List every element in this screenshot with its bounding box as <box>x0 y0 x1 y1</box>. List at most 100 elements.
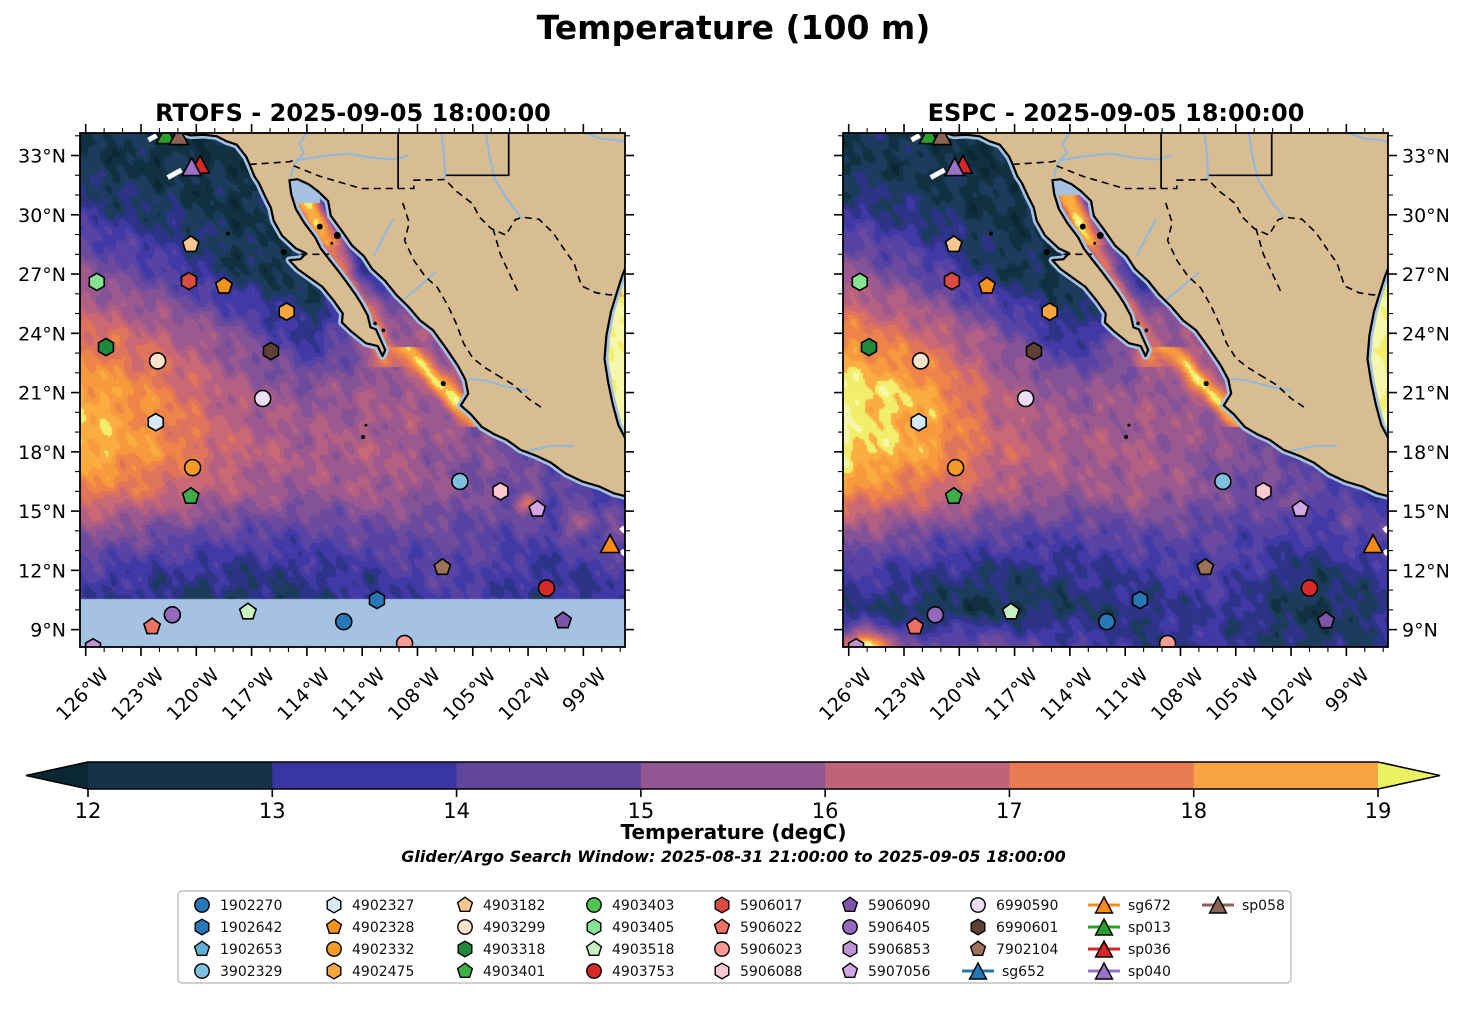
lat-tick-label: 33°N <box>1402 146 1450 168</box>
legend-item-1902642: 1902642 <box>194 918 282 936</box>
legend-label: 1902270 <box>220 898 282 914</box>
island <box>225 231 230 236</box>
lat-tick-label: 30°N <box>1402 205 1450 227</box>
search-window-caption: Glider/Argo Search Window: 2025-08-31 21… <box>401 847 1066 866</box>
legend-label: 1902642 <box>220 920 282 936</box>
legend-label: 4903318 <box>483 942 545 958</box>
legend-item-4903299: 4903299 <box>457 919 545 936</box>
marker-4902327 <box>910 412 928 432</box>
island <box>1144 328 1149 333</box>
legend-label: 5906405 <box>868 920 930 936</box>
coastline <box>943 133 1388 498</box>
legend-item-4903405: 4903405 <box>586 918 674 936</box>
river <box>1165 271 1200 301</box>
marker-4903518 <box>238 602 258 620</box>
marker-1902642 <box>1131 590 1149 610</box>
glider-track <box>166 167 183 180</box>
marker-sp040 <box>943 156 966 177</box>
lat-tick-label: 18°N <box>1402 442 1450 464</box>
legend-item-5906090: 5906090 <box>841 896 930 914</box>
river <box>373 218 395 256</box>
legend-item-4902475: 4902475 <box>326 962 414 980</box>
island <box>381 328 386 333</box>
legend-label: 6990601 <box>996 920 1058 936</box>
coastline <box>180 133 625 498</box>
colorbar-tick-label: 15 <box>627 799 654 823</box>
colorbar-tick-label: 19 <box>1365 799 1392 823</box>
island <box>373 321 377 326</box>
legend-label: sg652 <box>1002 964 1045 980</box>
colorbar-over-arrow <box>1378 762 1440 789</box>
legend-item-5906023: 5906023 <box>714 941 802 958</box>
dashed-border <box>1259 374 1307 410</box>
marker-4902475 <box>1041 302 1058 322</box>
marker-4903753 <box>537 579 556 597</box>
colorbar-tick-label: 13 <box>259 799 286 823</box>
legend-item-7902104: 7902104 <box>969 940 1058 958</box>
island <box>316 223 323 230</box>
island <box>440 381 446 387</box>
dashed-border <box>1164 202 1261 376</box>
panel-title-espc: ESPC - 2025-09-05 18:00:00 <box>927 99 1305 127</box>
island <box>364 423 368 427</box>
marker-4902475 <box>278 302 295 322</box>
legend-item-4903401: 4903401 <box>456 962 545 980</box>
legend-item-1902653: 1902653 <box>193 940 282 958</box>
marker-4902328 <box>977 276 997 294</box>
glider-track <box>147 133 158 143</box>
colorbar-tick-label: 14 <box>443 799 470 823</box>
legend-item-3902329: 3902329 <box>194 963 282 980</box>
river <box>582 133 625 143</box>
marker-5906022 <box>905 617 925 635</box>
legend-label: sp013 <box>1128 920 1171 936</box>
island <box>1096 232 1104 240</box>
legend-box: 1902270 1902642 1902653 3902329 4902327 49023… <box>177 890 1292 984</box>
legend-label: 4903401 <box>483 964 545 980</box>
island <box>330 241 334 245</box>
river <box>440 133 447 180</box>
coastline <box>603 266 625 440</box>
legend-item-5907056: 5907056 <box>841 962 930 980</box>
marker-4903518 <box>1001 602 1021 620</box>
legend-label: 4903182 <box>483 898 545 914</box>
marker-3902329 <box>451 472 469 491</box>
legend-item-4902332: 4902332 <box>326 941 414 958</box>
marker-3902329 <box>1214 472 1232 491</box>
marker-4902332 <box>946 458 965 477</box>
marker-7902104 <box>433 557 452 576</box>
legend-label: 4903753 <box>612 964 674 980</box>
marker-5907056 <box>528 499 547 517</box>
colorbar-tick-label: 12 <box>75 799 102 823</box>
legend-item-sg652: sg652 <box>962 961 1045 980</box>
marker-4903318 <box>97 337 115 357</box>
legend-label: 5906022 <box>740 920 802 936</box>
marker-5906017 <box>943 271 961 291</box>
legend-label: 5906853 <box>868 942 930 958</box>
marker-5906090 <box>1316 611 1336 629</box>
lat-tick-label: 18°N <box>18 442 66 464</box>
legend-item-5906022: 5906022 <box>713 918 802 936</box>
legend-item-sp013: sp013 <box>1088 917 1171 936</box>
glider-track <box>929 167 946 180</box>
colorbar-bar: 12 13 14 15 16 17 18 19 <box>25 761 1441 823</box>
legend-label: sp036 <box>1128 942 1171 958</box>
legend-label: 4903518 <box>612 942 674 958</box>
marker-1902270 <box>1097 612 1116 631</box>
island <box>361 435 366 440</box>
legend-item-1902270: 1902270 <box>194 897 282 914</box>
legend-label: 4903403 <box>612 898 674 914</box>
legend-label: 7902104 <box>996 942 1058 958</box>
marker-4903753 <box>1300 579 1319 597</box>
marker-5906088 <box>1255 481 1272 501</box>
dashed-border <box>496 374 544 410</box>
river <box>1345 133 1388 143</box>
marker-4903299 <box>911 352 930 370</box>
legend-label: sp040 <box>1128 964 1171 980</box>
marker-5906405 <box>926 606 945 624</box>
river <box>1203 133 1210 180</box>
marker-6990601 <box>1025 341 1043 361</box>
lat-tick-label: 12°N <box>1402 560 1450 582</box>
marker-1902642 <box>368 590 386 610</box>
panel-title-rtofs: RTOFS - 2025-09-05 18:00:00 <box>155 99 551 127</box>
